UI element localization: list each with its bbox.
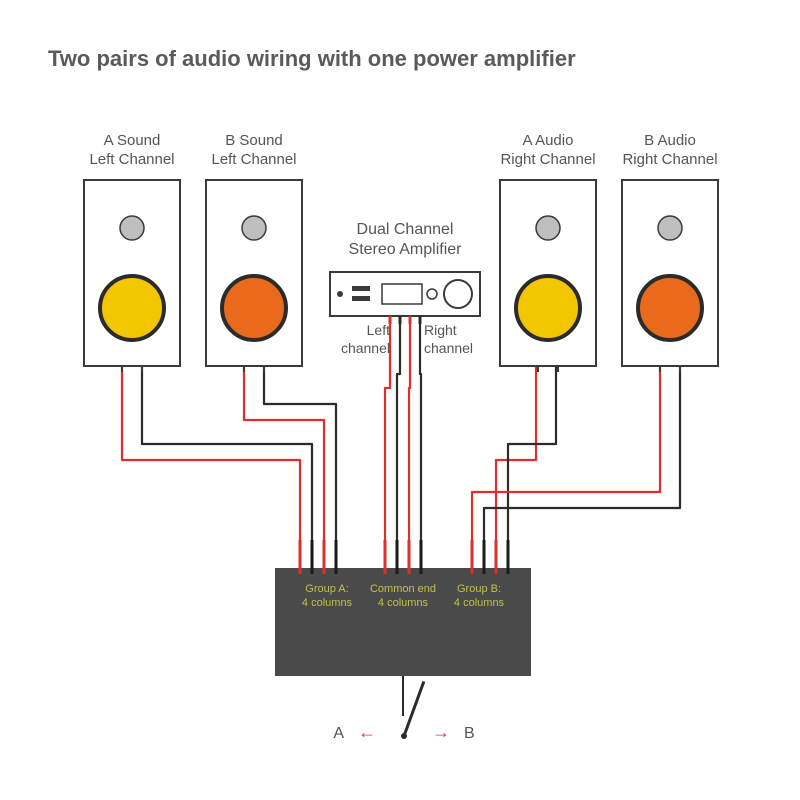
svg-text:→: → (432, 722, 450, 742)
svg-text:4 columns: 4 columns (454, 597, 505, 609)
speaker-label-B-right: B AudioRight Channel (612, 132, 728, 170)
speaker-label-B-left: B SoundLeft Channel (196, 132, 312, 170)
right-channel-label: Rightchannel (424, 322, 504, 357)
svg-text:Group B:: Group B: (457, 583, 501, 595)
svg-text:←: ← (358, 722, 376, 742)
svg-text:Group A:: Group A: (305, 583, 348, 595)
svg-text:4 columns: 4 columns (378, 597, 429, 609)
svg-text:4 columns: 4 columns (302, 597, 353, 609)
speaker-label-A-left: A SoundLeft Channel (74, 132, 190, 170)
speaker-label-A-right: A AudioRight Channel (490, 132, 606, 170)
diagram-svg: Group A: 4 columns Common end 4 columns Grou… (0, 0, 800, 800)
amplifier-title: Dual ChannelStereo Amplifier (310, 220, 500, 260)
left-channel-label: Leftchannel (320, 322, 390, 357)
svg-text:B: B (464, 725, 475, 742)
svg-text:Common end: Common end (370, 583, 436, 595)
svg-text:A: A (333, 725, 344, 742)
